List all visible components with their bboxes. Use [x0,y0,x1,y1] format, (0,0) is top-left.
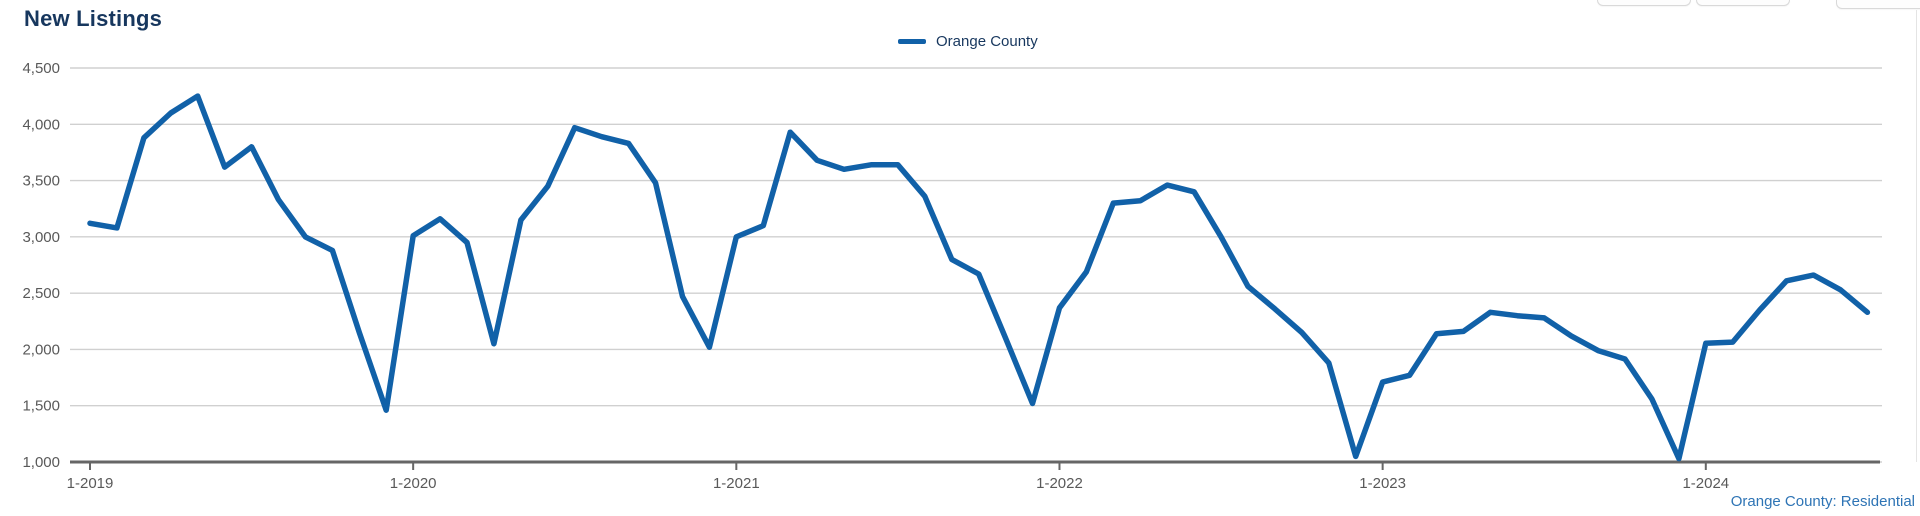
x-tick-label-1-2021: 1-2021 [713,475,760,492]
x-tick-label-1-2023: 1-2023 [1359,475,1406,492]
y-tick-label-1000: 1,000 [22,454,60,471]
legend-label: Orange County [936,32,1038,50]
y-tick-label-2000: 2,000 [22,341,60,358]
y-tick-label-4000: 4,000 [22,116,60,133]
x-tick-label-1-2019: 1-2019 [67,475,114,492]
x-tick-label-1-2022: 1-2022 [1036,475,1083,492]
x-tick-label-1-2020: 1-2020 [390,475,437,492]
y-tick-label-2500: 2,500 [22,285,60,302]
y-tick-label-4500: 4,500 [22,60,60,77]
x-tick-label-1-2024: 1-2024 [1682,475,1729,492]
panel-edge-divider [1916,10,1917,462]
y-tick-label-3500: 3,500 [22,173,60,190]
y-tick-label-3000: 3,000 [22,229,60,246]
series-line-orange-county[interactable] [87,93,1871,462]
legend-line-swatch [898,38,926,44]
toolbar-button-remnant-3[interactable] [1836,0,1920,9]
legend-item-orange-county[interactable]: Orange County [898,32,1038,50]
y-tick-label-1500: 1,500 [22,398,60,415]
chart-footer-caption: Orange County: Residential [1730,493,1915,510]
page-title: New Listings [24,6,163,31]
